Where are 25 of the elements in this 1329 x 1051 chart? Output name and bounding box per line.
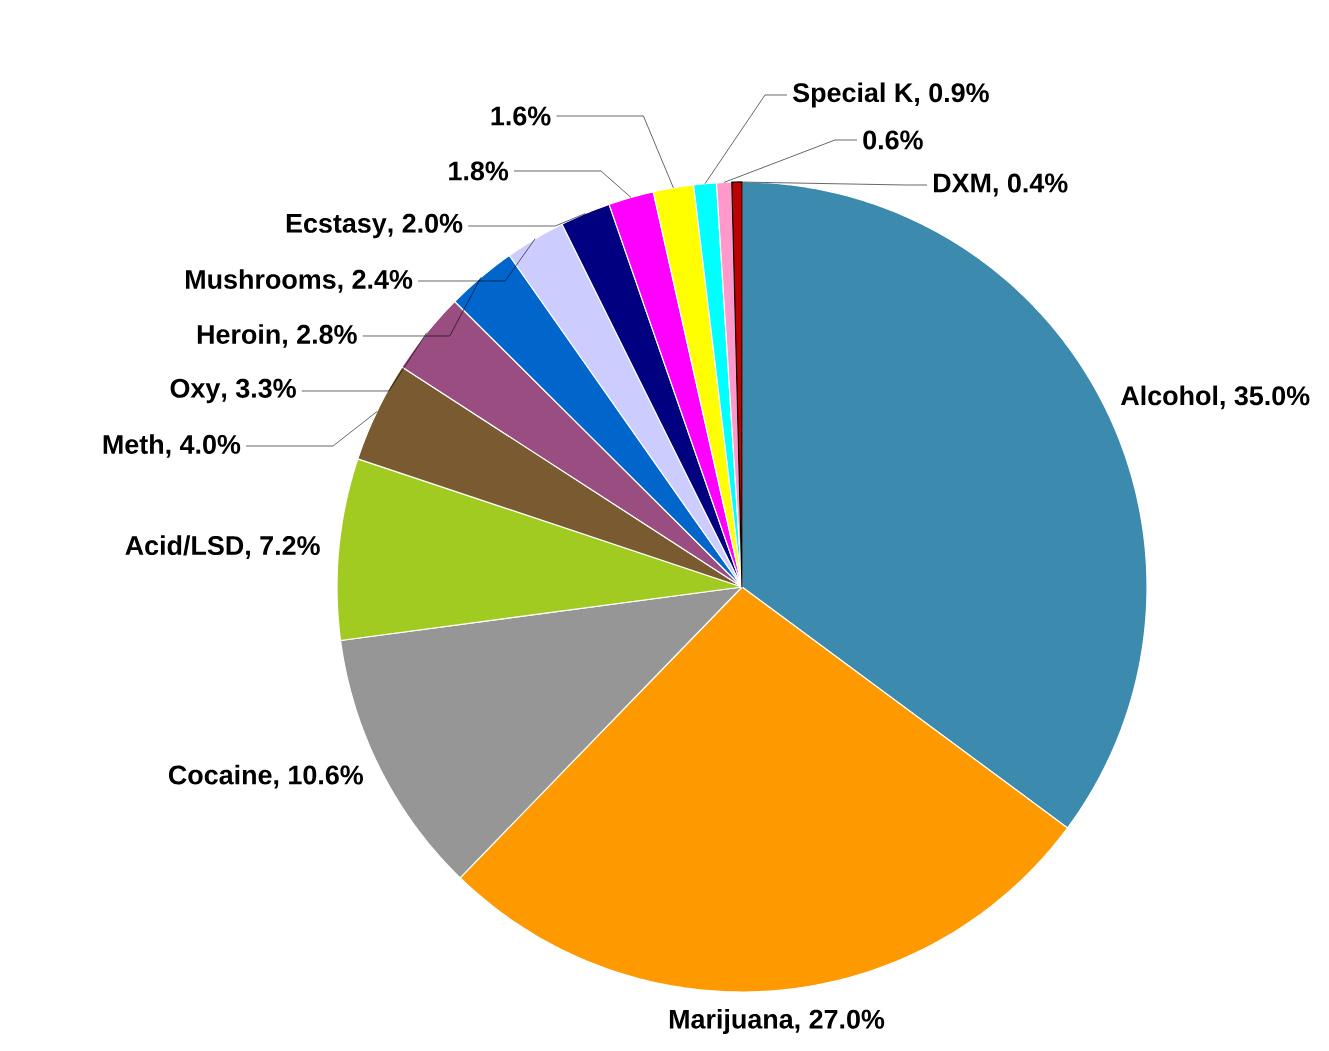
slice-label: Alcohol xyxy=(1120,385,1218,406)
data-label: 1.6% xyxy=(491,106,551,126)
data-label: , 2.0% xyxy=(388,213,463,237)
slice-label: Oxy xyxy=(170,378,221,404)
data-label: , 2.8% xyxy=(283,324,357,348)
data-label: , 35.0% xyxy=(1220,386,1310,410)
slice-label: Meth xyxy=(103,434,163,454)
slice-label: Mushrooms xyxy=(186,269,336,289)
slice-label: Heroin xyxy=(197,324,280,344)
data-label: , 2.4% xyxy=(338,269,413,293)
data-label: , 0.4% xyxy=(993,173,1068,197)
data-label: , 3.3% xyxy=(222,378,296,402)
data-label: , 4.0% xyxy=(166,434,241,458)
slice-label: Special K xyxy=(792,82,914,108)
data-label: 0.6% xyxy=(863,130,923,150)
data-label: , 7.2% xyxy=(246,536,320,560)
data-label: , 0.9% xyxy=(915,83,989,107)
slice-label: Acid/LSD xyxy=(125,535,244,556)
slice-label: Marijuana xyxy=(669,1008,794,1035)
slice-label: Cocaine xyxy=(168,764,272,785)
data-label: , 10.6% xyxy=(274,765,363,789)
data-label: 1.8% xyxy=(449,161,509,181)
slice-label: Ecstasy xyxy=(286,214,387,239)
slice-label: DXM xyxy=(933,173,991,193)
data-label: , 27.0% xyxy=(795,1009,885,1033)
